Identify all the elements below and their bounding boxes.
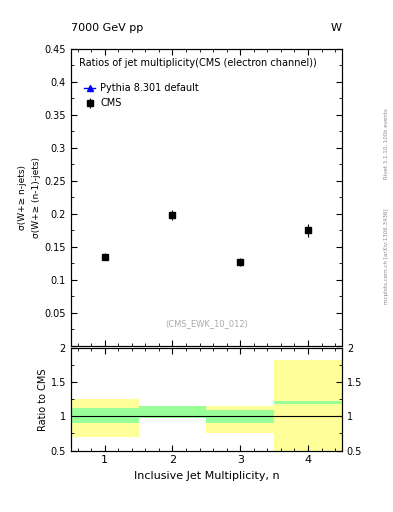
Text: (CMS_EWK_10_012): (CMS_EWK_10_012): [165, 319, 248, 328]
Text: Rivet 3.1.10, 100k events: Rivet 3.1.10, 100k events: [384, 108, 389, 179]
Text: mcplots.cern.ch [arXiv:1306.3436]: mcplots.cern.ch [arXiv:1306.3436]: [384, 208, 389, 304]
Text: 7000 GeV pp: 7000 GeV pp: [71, 23, 143, 33]
Y-axis label: Ratio to CMS: Ratio to CMS: [38, 368, 48, 431]
Text: Ratios of jet multiplicity(CMS (electron channel)): Ratios of jet multiplicity(CMS (electron…: [79, 57, 317, 68]
Text: W: W: [331, 23, 342, 33]
Y-axis label: σ(W+≥ n-jets)
σ(W+≥ (n-1)-jets): σ(W+≥ n-jets) σ(W+≥ (n-1)-jets): [18, 157, 42, 238]
X-axis label: Inclusive Jet Multiplicity, n: Inclusive Jet Multiplicity, n: [134, 471, 279, 481]
Legend: Pythia 8.301 default, CMS: Pythia 8.301 default, CMS: [84, 83, 199, 108]
